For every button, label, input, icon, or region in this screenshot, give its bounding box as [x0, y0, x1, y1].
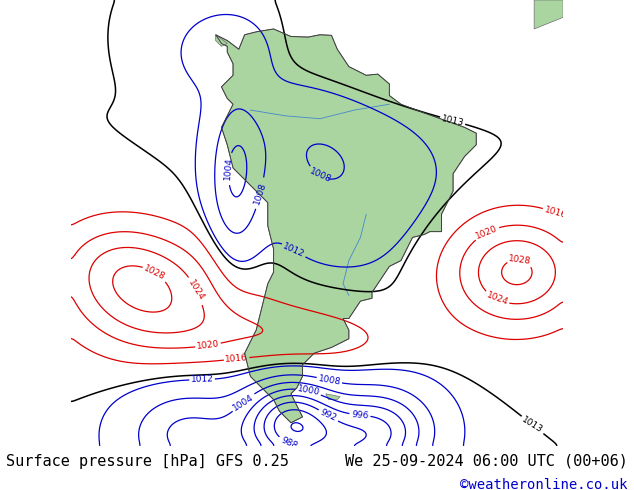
Text: 1008: 1008: [317, 374, 342, 387]
Text: 1013: 1013: [521, 415, 545, 435]
Polygon shape: [534, 0, 563, 29]
Text: 1028: 1028: [143, 264, 167, 282]
Text: 1004: 1004: [231, 392, 256, 412]
Text: We 25-09-2024 06:00 UTC (00+06): We 25-09-2024 06:00 UTC (00+06): [345, 454, 628, 469]
Text: 996: 996: [351, 410, 369, 420]
Text: ©weatheronline.co.uk: ©weatheronline.co.uk: [460, 478, 628, 490]
Text: 1000: 1000: [296, 385, 321, 398]
Text: Surface pressure [hPa] GFS 0.25: Surface pressure [hPa] GFS 0.25: [6, 454, 289, 469]
Polygon shape: [216, 29, 476, 423]
Text: 1013: 1013: [441, 114, 465, 127]
Text: 1008: 1008: [308, 167, 333, 185]
Text: 1004: 1004: [223, 157, 234, 180]
Text: 1020: 1020: [475, 224, 499, 241]
Text: 988: 988: [279, 435, 299, 450]
Text: 1016: 1016: [543, 205, 567, 221]
Text: 1012: 1012: [281, 241, 306, 259]
Text: 1020: 1020: [196, 340, 220, 351]
Text: 992: 992: [319, 408, 338, 423]
Text: 1024: 1024: [186, 278, 206, 303]
Polygon shape: [216, 35, 227, 47]
Text: 1016: 1016: [225, 353, 249, 364]
Text: 1024: 1024: [485, 291, 509, 308]
Text: 1028: 1028: [508, 254, 532, 266]
Text: 1012: 1012: [191, 375, 214, 384]
Text: 1008: 1008: [252, 181, 268, 206]
Polygon shape: [326, 394, 340, 399]
